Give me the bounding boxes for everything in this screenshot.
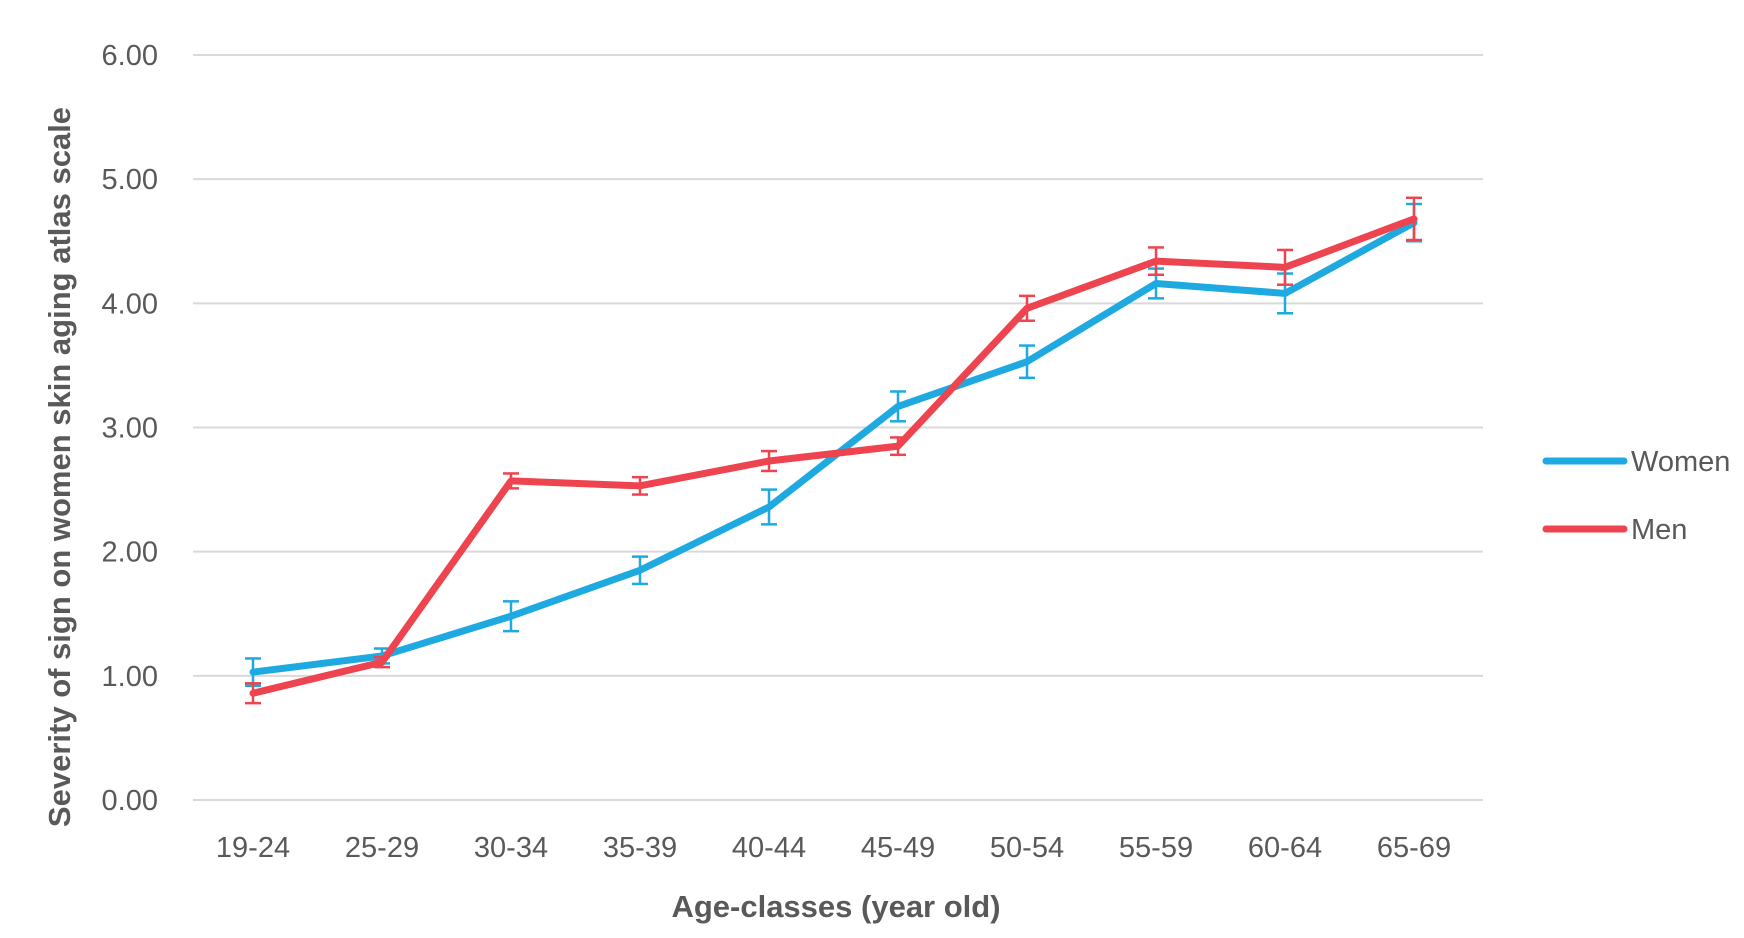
x-tick-label: 19-24 bbox=[216, 832, 290, 864]
y-tick-label: 6.00 bbox=[102, 40, 158, 72]
x-tick-label: 25-29 bbox=[345, 832, 419, 864]
x-tick-label: 35-39 bbox=[603, 832, 677, 864]
y-axis-ticks: 0.00 1.00 2.00 3.00 4.00 5.00 6.00 bbox=[102, 40, 158, 817]
error-bar bbox=[632, 555, 648, 586]
error-bar bbox=[1019, 344, 1035, 380]
error-bar bbox=[1148, 246, 1164, 277]
legend-item-men: Men bbox=[1542, 514, 1687, 546]
legend-label: Men bbox=[1631, 514, 1687, 546]
error-bar bbox=[890, 390, 906, 423]
x-tick-label: 55-59 bbox=[1119, 832, 1193, 864]
x-tick-label: 65-69 bbox=[1377, 832, 1451, 864]
error-bar bbox=[761, 449, 777, 473]
error-bar bbox=[503, 600, 519, 633]
series-women bbox=[245, 202, 1422, 688]
x-tick-label: 45-49 bbox=[861, 832, 935, 864]
error-bar bbox=[374, 655, 390, 669]
legend: Women Men bbox=[1542, 446, 1730, 546]
error-bar bbox=[1277, 248, 1293, 286]
y-tick-label: 0.00 bbox=[102, 785, 158, 817]
error-bar bbox=[245, 682, 261, 705]
x-tick-label: 50-54 bbox=[990, 832, 1064, 864]
x-tick-label: 30-34 bbox=[474, 832, 548, 864]
error-bar bbox=[890, 436, 906, 457]
y-tick-label: 2.00 bbox=[102, 537, 158, 569]
y-tick-label: 4.00 bbox=[102, 288, 158, 320]
x-axis-title: Age-classes (year old) bbox=[671, 889, 1000, 924]
y-tick-label: 1.00 bbox=[102, 661, 158, 693]
x-axis-ticks: 19-24 25-29 30-34 35-39 40-44 45-49 50-54 55-59… bbox=[216, 832, 1451, 864]
error-bar bbox=[1019, 294, 1035, 322]
gridlines bbox=[193, 54, 1483, 801]
legend-item-women: Women bbox=[1542, 446, 1730, 478]
series-line-men bbox=[249, 215, 1418, 697]
series-men bbox=[245, 196, 1422, 705]
series-group bbox=[245, 196, 1422, 705]
error-bar bbox=[632, 475, 648, 496]
error-bar bbox=[503, 472, 519, 490]
x-tick-label: 40-44 bbox=[732, 832, 806, 864]
y-tick-label: 3.00 bbox=[102, 413, 158, 445]
y-axis-title: Severity of sign on women skin aging atl… bbox=[42, 107, 77, 827]
error-bar bbox=[761, 488, 777, 526]
legend-label: Women bbox=[1631, 446, 1730, 478]
x-tick-label: 60-64 bbox=[1248, 832, 1322, 864]
y-tick-label: 5.00 bbox=[102, 164, 158, 196]
error-bar bbox=[1406, 196, 1422, 242]
